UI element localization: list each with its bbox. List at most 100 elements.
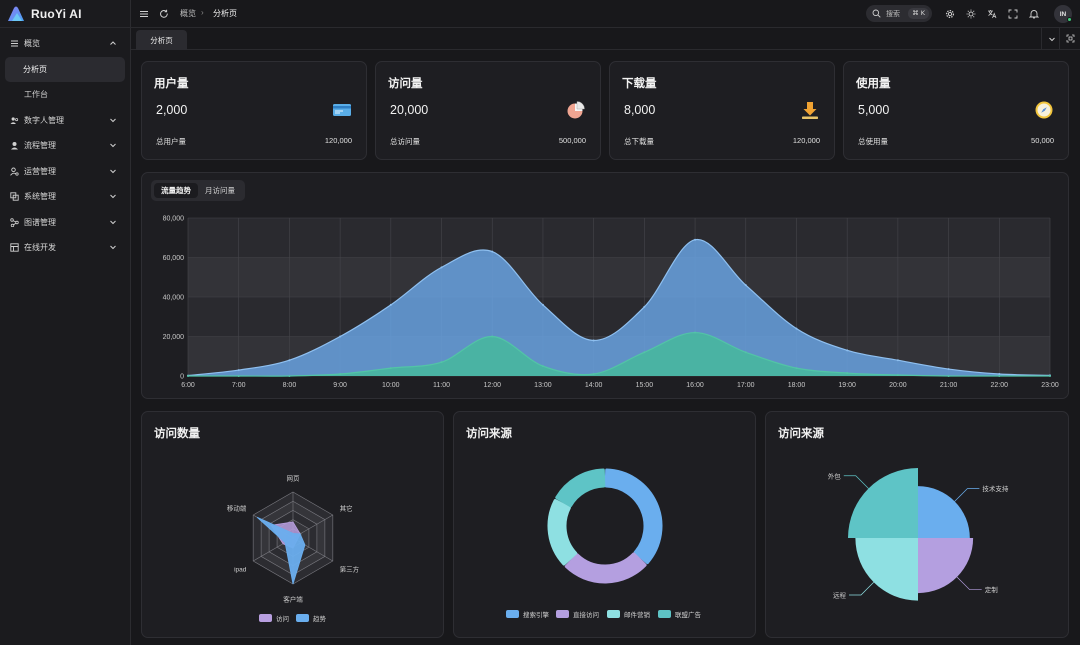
settings-button[interactable] [943,7,957,21]
y-tick-label: 40,000 [163,295,185,302]
sidebar: RuoYi AI 概览 分析页 工作台 数字人管理 流程管理 [0,0,131,645]
x-tick-label: 19:00 [838,382,856,389]
translate-icon [988,10,997,19]
user-gear-icon [10,167,19,176]
sidebar-item-digital-human[interactable]: 数字人管理 [0,108,131,134]
users-icon [10,116,19,125]
sidebar-item-workbench[interactable]: 工作台 [0,82,131,108]
tab-traffic-trend[interactable]: 流量趋势 [154,183,198,198]
data-point [947,375,950,377]
rose-leader-line [843,475,869,489]
tab-monthly-visits[interactable]: 月访问量 [205,186,235,195]
stat-title: 访问量 [388,78,423,90]
radar-indicator-label: 客户端 [283,595,303,604]
rose-label: 远程 [833,590,847,599]
sidebar-item-overview[interactable]: 概览 [0,31,131,57]
chevron-down-icon [110,220,116,224]
legend-label: 访问 [276,614,289,623]
tabs-dropdown-button[interactable] [1041,28,1062,49]
stat-value: 5,000 [858,103,890,117]
panel-title: 访问来源 [778,428,824,440]
sidebar-item-operations[interactable]: 运营管理 [0,159,131,185]
sidebar-item-system[interactable]: 系统管理 [0,184,131,210]
data-point [339,335,342,338]
stat-foot-label: 总下载量 [624,137,654,146]
bell-icon [1029,10,1039,19]
search-shortcut: ⌘ K [908,8,929,19]
menu-toggle-button[interactable] [137,7,151,21]
series-area-0 [188,239,1050,376]
sidebar-item-graph[interactable]: 图谱管理 [0,210,131,236]
panel-title: 访问数量 [154,428,200,440]
sidebar-item-label: 图谱管理 [24,217,56,227]
data-point [237,375,240,377]
x-tick-label: 22:00 [991,382,1009,389]
breadcrumb-current: 分析页 [213,9,237,18]
legend-swatch [556,610,569,618]
rose-label: 定制 [985,585,999,594]
data-point [896,374,899,377]
data-point [389,303,392,306]
x-tick-label: 9:00 [333,382,347,389]
fullscreen-button[interactable] [1006,7,1020,21]
x-tick-label: 23:00 [1041,382,1059,389]
trend-area-chart: 6:00 7:00 8:00 9:00 10:00 11:00 12:00 13:00 14:0… [163,216,1059,390]
search-placeholder: 搜索 [886,10,900,18]
data-point [947,368,950,371]
sidebar-item-online-dev[interactable]: 在线开发 [0,235,131,261]
chevron-down-icon [110,245,116,250]
breadcrumb-overview[interactable]: 概览 [180,9,196,18]
legend-label: 直接访问 [573,610,599,619]
refresh-button[interactable] [157,7,171,21]
notifications-button[interactable] [1027,7,1041,21]
radar-indicator-label: 移动端 [227,504,247,513]
chevron-down-icon [110,169,116,173]
donut-slice [604,468,663,565]
sidebar-item-analysis[interactable]: 分析页 [5,56,125,82]
data-point [998,375,1001,377]
donut-chart-card: 访问来源 搜索引擎 直接访问 邮件营销 联盟广告 [453,411,756,638]
legend-swatch [658,610,671,618]
grid-band [188,257,1050,297]
language-button[interactable] [985,7,999,21]
logo[interactable]: RuoYi AI [0,0,131,28]
user-icon [10,141,19,150]
app-name: RuoYi AI [31,6,82,21]
series-line-1 [188,331,1050,377]
avatar[interactable]: IN [1054,5,1072,23]
legend-label: 趋势 [313,614,327,623]
data-point [288,375,291,377]
online-status-dot [1067,17,1072,22]
y-tick-label: 60,000 [163,255,185,262]
sidebar-item-label: 运营管理 [24,166,56,176]
donut-slice [564,552,647,584]
rose-slice [848,468,918,538]
tab-analysis[interactable]: 分析页 [136,30,187,50]
hamburger-icon [140,11,148,17]
sidebar-item-workflow[interactable]: 流程管理 [0,133,131,159]
data-point [795,327,798,330]
legend-swatch [259,614,272,622]
x-tick-label: 12:00 [483,382,501,389]
data-point [846,349,849,352]
tabs-maximize-button[interactable] [1059,28,1080,49]
stat-title: 使用量 [856,78,891,90]
rose-slice [855,538,918,601]
rose-label: 外包 [828,471,842,480]
stat-value: 20,000 [390,103,429,117]
chevron-down-icon [110,118,116,122]
avatar-initials: IN [1059,10,1067,18]
data-point [491,335,494,338]
stat-title: 用户量 [154,78,189,90]
x-tick-label: 15:00 [636,382,654,389]
code-icon [10,243,19,252]
legend-swatch [506,610,519,618]
search-input[interactable]: 搜索 ⌘ K [866,5,932,22]
stat-foot-value: 50,000 [1031,136,1054,145]
theme-toggle-button[interactable] [964,7,978,21]
y-tick-label: 80,000 [163,216,185,223]
data-point [440,361,443,364]
grid-band [188,218,1050,258]
sidebar-nav: 概览 分析页 工作台 数字人管理 流程管理 运营管理 [0,31,131,261]
